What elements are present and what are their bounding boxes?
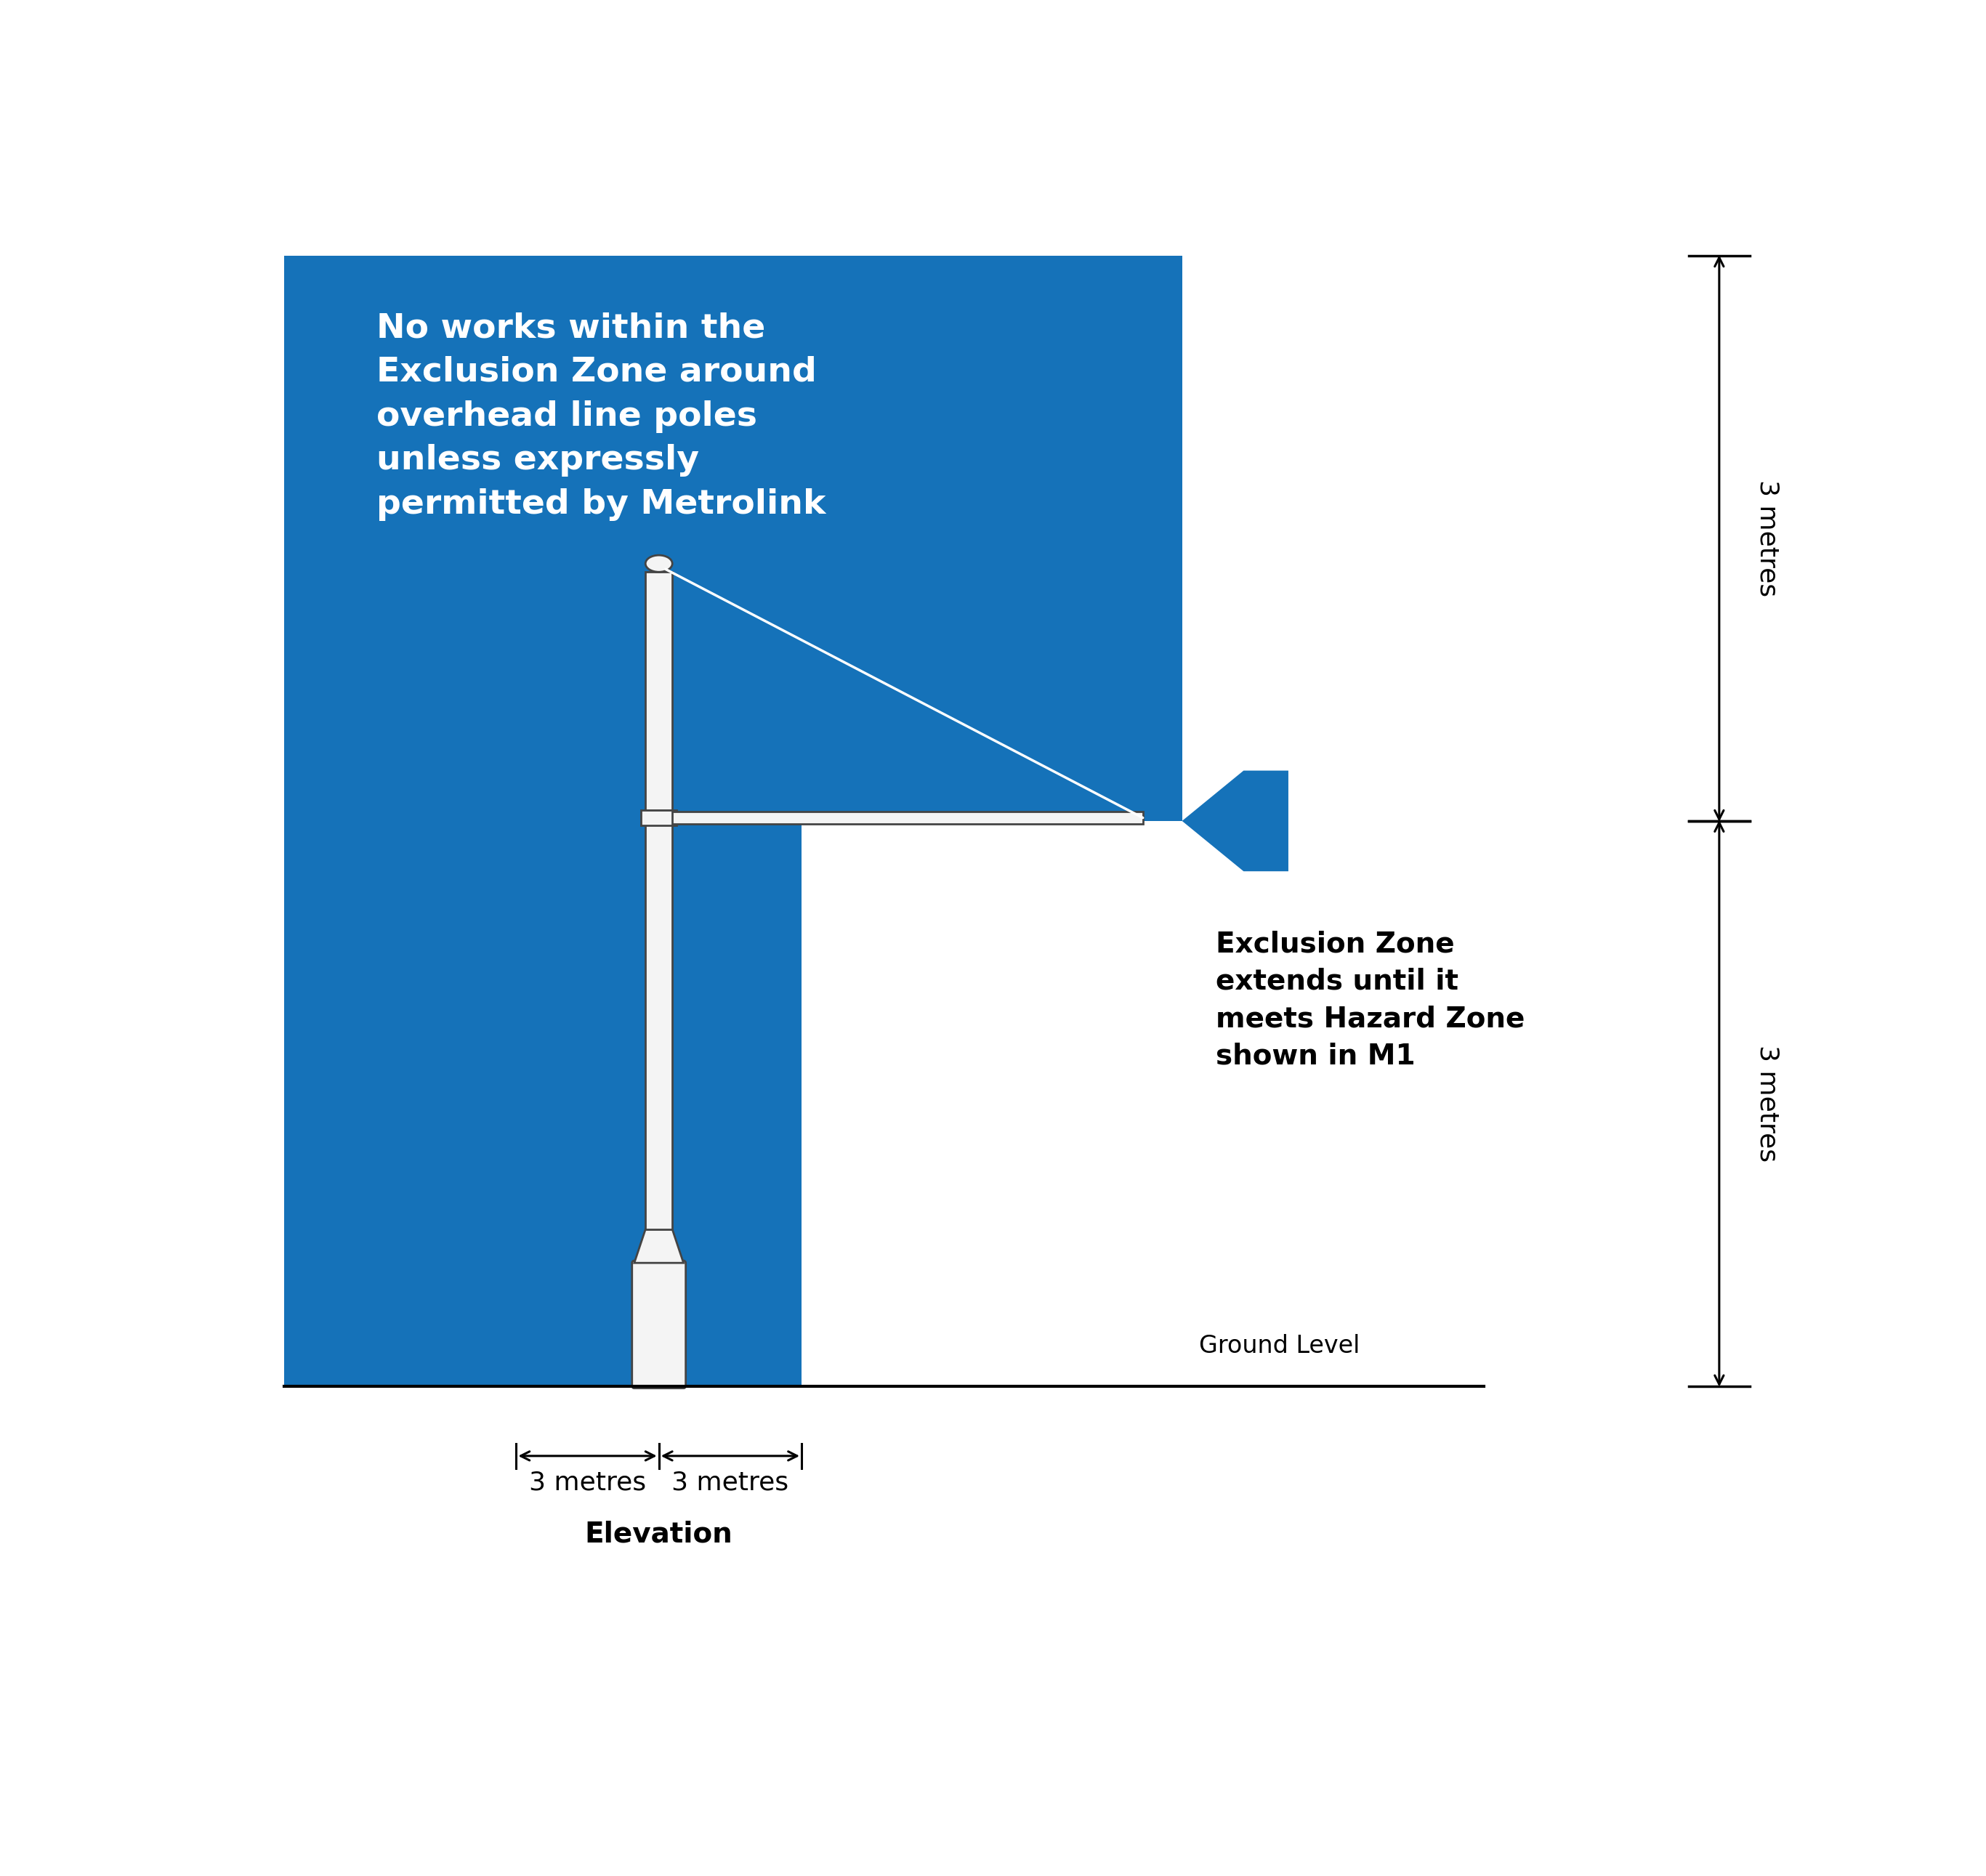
Bar — [673, 812, 1142, 824]
Text: Exclusion Zone
extends until it
meets Hazard Zone
shown in M1: Exclusion Zone extends until it meets Ha… — [1215, 930, 1525, 1069]
Polygon shape — [284, 255, 1182, 1386]
Text: 3 metres: 3 metres — [1756, 480, 1779, 597]
Polygon shape — [1182, 771, 1289, 870]
FancyBboxPatch shape — [632, 1261, 685, 1388]
Bar — [645, 572, 673, 810]
Bar — [641, 810, 677, 825]
Text: 3 metres: 3 metres — [671, 1471, 788, 1495]
Text: Elevation: Elevation — [584, 1520, 733, 1548]
Polygon shape — [634, 1229, 683, 1263]
Bar — [645, 822, 673, 1229]
Text: 3 metres: 3 metres — [528, 1471, 645, 1495]
Text: Ground Level: Ground Level — [1200, 1334, 1360, 1358]
Ellipse shape — [645, 555, 673, 572]
Text: No works within the
Exclusion Zone around
overhead line poles
unless expressly
p: No works within the Exclusion Zone aroun… — [375, 311, 826, 522]
Text: 3 metres: 3 metres — [1756, 1045, 1779, 1161]
